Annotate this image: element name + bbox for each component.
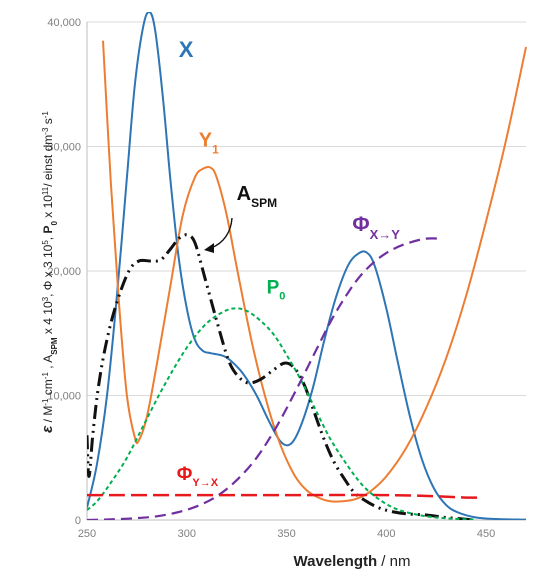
annotations (204, 217, 233, 253)
y-tick-label: 10,000 (47, 391, 81, 403)
x-axis-label: Wavelength / nm (294, 553, 411, 570)
series-labels: X Y1 ASPM P0 ΦX→Y ΦY→X (177, 37, 401, 489)
series-label-3: P0 (267, 277, 286, 302)
asp-arrow-head (204, 243, 214, 253)
series-line-4 (87, 237, 441, 520)
series-line-3 (87, 307, 477, 520)
x-tick-label: 300 (178, 528, 196, 540)
series-label-4: ΦX→Y (352, 213, 400, 242)
x-tick-label: 400 (377, 528, 395, 540)
x-tick-label: 450 (477, 528, 495, 540)
series-label-2: ASPM (237, 183, 277, 210)
series-line-1 (102, 40, 527, 503)
y-axis-label: ε / M-1 cm-1 , ASPM x 4 103, Φ x 3 105, … (39, 111, 59, 433)
series-label-0: X (179, 37, 194, 62)
series-lines (87, 12, 527, 520)
gridlines (87, 21, 526, 396)
series-line-2 (87, 233, 477, 520)
series-label-5: ΦY→X (177, 464, 219, 489)
series-label-1: Y1 (199, 130, 219, 157)
series-line-5 (87, 493, 481, 499)
tick-labels: 0 10,000 20,000 30,000 40,000 250 300 350 400 450 (47, 17, 495, 540)
asp-arrow-line (210, 217, 233, 249)
y-tick-label: 0 (75, 515, 81, 527)
y-tick-label: 20,000 (47, 266, 81, 278)
y-tick-label: 40,000 (47, 17, 81, 29)
x-tick-label: 250 (78, 528, 96, 540)
series-line-0 (87, 12, 527, 520)
y-tick-label: 30,000 (47, 142, 81, 154)
x-tick-label: 350 (277, 528, 295, 540)
